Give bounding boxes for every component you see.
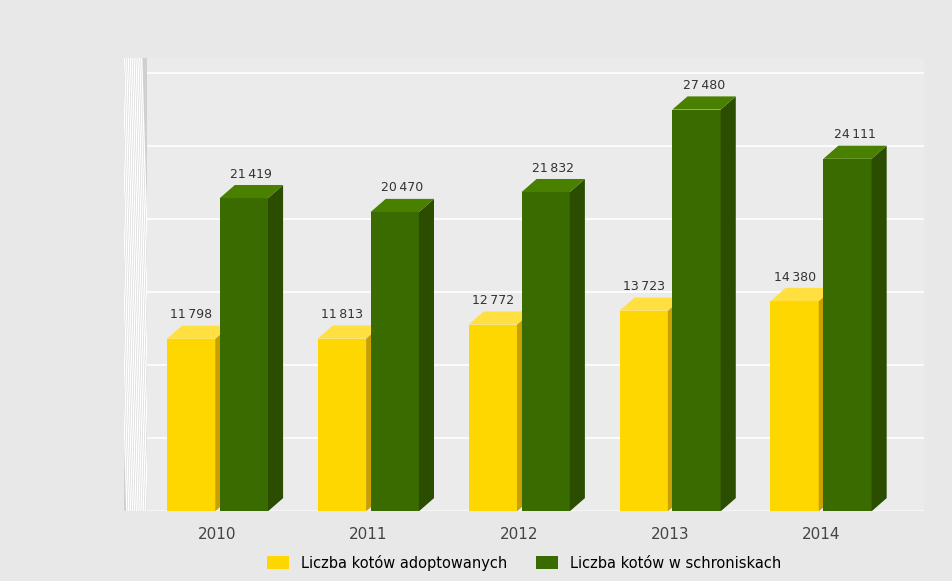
- Polygon shape: [167, 326, 230, 339]
- Polygon shape: [268, 185, 283, 511]
- Polygon shape: [619, 297, 683, 311]
- Bar: [167, 339, 215, 511]
- Bar: [823, 159, 871, 511]
- Text: 13 723: 13 723: [622, 280, 664, 293]
- Polygon shape: [220, 185, 283, 198]
- Legend: Liczba kotów adoptowanych, Liczba kotów w schroniskach: Liczba kotów adoptowanych, Liczba kotów …: [261, 549, 786, 576]
- Text: 14 380: 14 380: [773, 271, 815, 284]
- Polygon shape: [569, 179, 585, 511]
- Polygon shape: [419, 199, 433, 511]
- Bar: [521, 192, 569, 511]
- Polygon shape: [769, 288, 833, 301]
- Bar: [370, 212, 419, 511]
- Polygon shape: [818, 288, 833, 511]
- Bar: [672, 110, 720, 511]
- Bar: [220, 198, 268, 511]
- Polygon shape: [317, 325, 381, 339]
- Polygon shape: [215, 326, 230, 511]
- Polygon shape: [516, 311, 531, 511]
- Polygon shape: [366, 325, 381, 511]
- Text: 21 832: 21 832: [531, 162, 574, 174]
- Text: 12 772: 12 772: [471, 294, 513, 307]
- Bar: [769, 301, 818, 511]
- Polygon shape: [667, 297, 683, 511]
- Polygon shape: [823, 146, 885, 159]
- Bar: [619, 311, 667, 511]
- Polygon shape: [672, 96, 735, 110]
- Polygon shape: [871, 146, 885, 511]
- Text: 11 798: 11 798: [169, 309, 212, 321]
- Polygon shape: [370, 199, 433, 212]
- Text: 21 419: 21 419: [230, 168, 272, 181]
- Polygon shape: [720, 96, 735, 511]
- Text: 24 111: 24 111: [833, 128, 875, 141]
- Bar: [468, 325, 516, 511]
- Text: 20 470: 20 470: [381, 181, 423, 195]
- Text: 27 480: 27 480: [683, 79, 724, 92]
- Polygon shape: [468, 311, 531, 325]
- Polygon shape: [521, 179, 585, 192]
- Bar: [317, 339, 366, 511]
- Text: 11 813: 11 813: [321, 308, 363, 321]
